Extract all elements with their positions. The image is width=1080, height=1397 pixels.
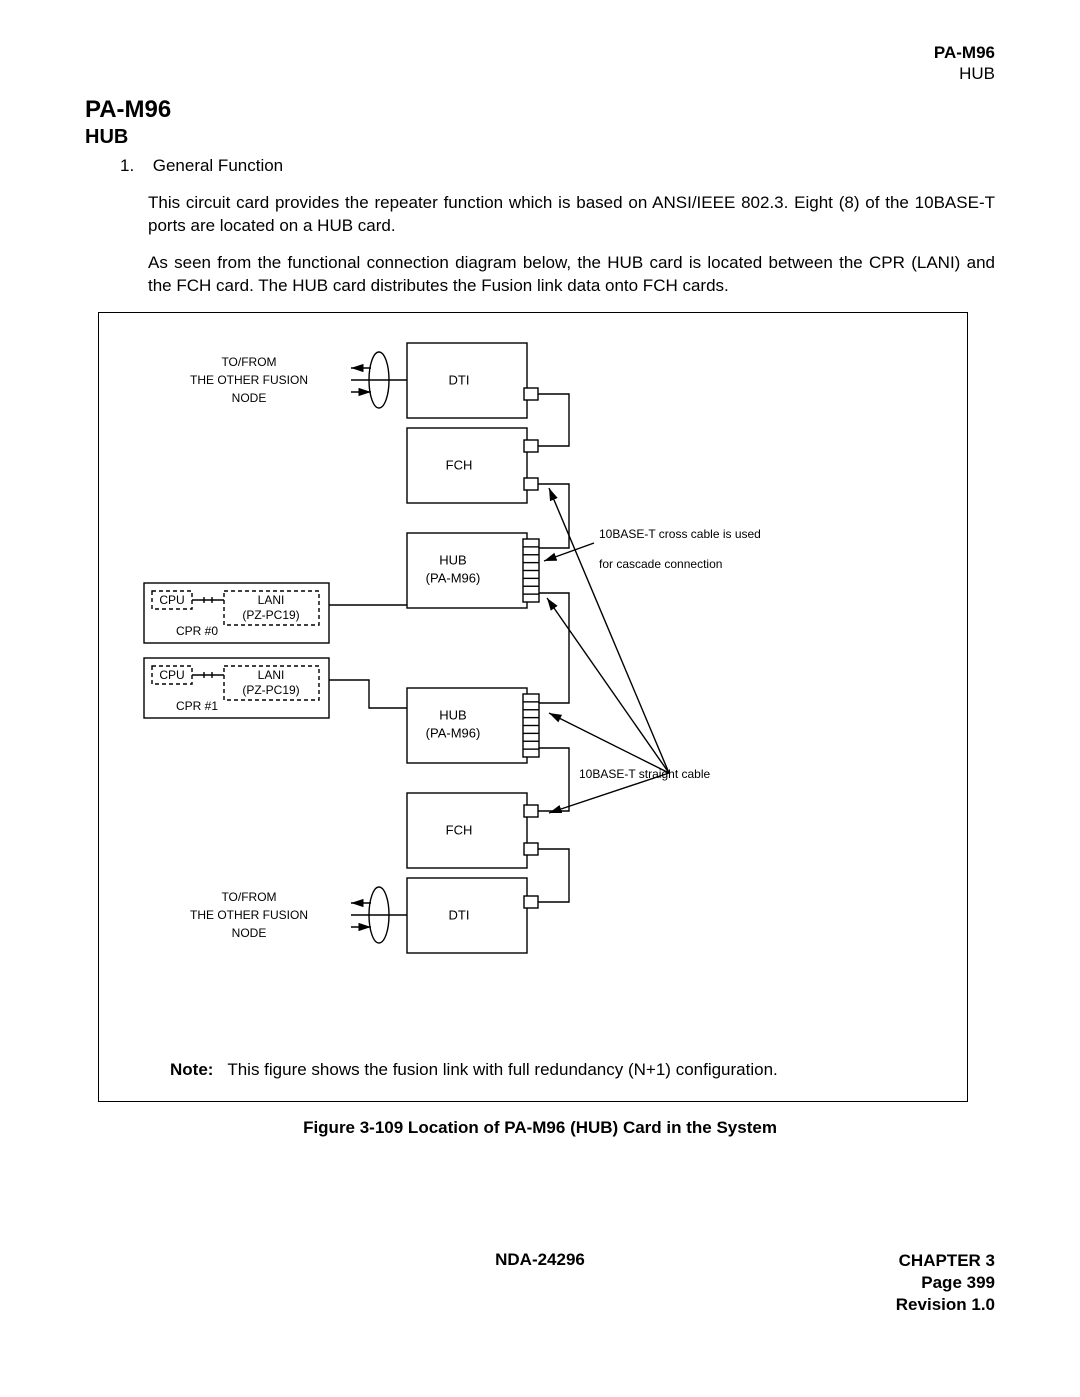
header-right: PA-M96 HUB — [934, 42, 995, 85]
header-model: PA-M96 — [934, 42, 995, 63]
body-text: 1. General Function This circuit card pr… — [120, 155, 995, 298]
figure-box: DTI FCH HUB (PA-M96) HUB (PA-M96) FCH DTI CPR #0… — [98, 312, 968, 1102]
svg-text:CPU: CPU — [159, 668, 184, 682]
title-block: PA-M96 HUB — [85, 96, 171, 149]
title-line2: HUB — [85, 126, 171, 149]
figure-caption: Figure 3-109 Location of PA-M96 (HUB) Ca… — [0, 1118, 1080, 1138]
svg-text:HUB: HUB — [439, 708, 466, 723]
svg-text:10BASE-T straight cable: 10BASE-T straight cable — [579, 767, 711, 781]
svg-text:(PA-M96): (PA-M96) — [426, 571, 481, 586]
figure-note: Note: This figure shows the fusion link … — [170, 1060, 778, 1080]
svg-text:CPU: CPU — [159, 593, 184, 607]
figure-note-text: This figure shows the fusion link with f… — [227, 1060, 777, 1079]
paragraph-1: This circuit card provides the repeater … — [120, 192, 995, 238]
svg-text:for cascade connection: for cascade connection — [599, 557, 722, 571]
svg-text:CPR #1: CPR #1 — [176, 699, 218, 713]
svg-text:NODE: NODE — [232, 391, 267, 405]
svg-text:DTI: DTI — [449, 908, 470, 923]
svg-text:LANI: LANI — [258, 593, 285, 607]
footer-chapter: CHAPTER 3 — [896, 1250, 995, 1272]
svg-text:LANI: LANI — [258, 668, 285, 682]
section-number: 1. — [120, 155, 148, 178]
svg-text:THE OTHER FUSION: THE OTHER FUSION — [190, 373, 308, 387]
svg-text:TO/FROM: TO/FROM — [221, 890, 276, 904]
svg-text:(PA-M96): (PA-M96) — [426, 726, 481, 741]
svg-text:(PZ-PC19): (PZ-PC19) — [242, 683, 299, 697]
section-heading-row: 1. General Function — [120, 155, 995, 178]
svg-text:10BASE-T cross cable is used: 10BASE-T cross cable is used — [599, 527, 761, 541]
svg-text:THE OTHER FUSION: THE OTHER FUSION — [190, 908, 308, 922]
svg-text:TO/FROM: TO/FROM — [221, 355, 276, 369]
svg-text:CPR #0: CPR #0 — [176, 624, 218, 638]
svg-text:(PZ-PC19): (PZ-PC19) — [242, 608, 299, 622]
header-sub: HUB — [934, 63, 995, 84]
paragraph-2: As seen from the functional connection d… — [120, 252, 995, 298]
svg-text:FCH: FCH — [446, 823, 473, 838]
page: PA-M96 HUB PA-M96 HUB 1. General Functio… — [0, 0, 1080, 1397]
diagram-svg: DTI FCH HUB (PA-M96) HUB (PA-M96) FCH DTI CPR #0… — [99, 313, 967, 1053]
footer-page: Page 399 — [896, 1272, 995, 1294]
svg-text:FCH: FCH — [446, 458, 473, 473]
title-line1: PA-M96 — [85, 96, 171, 124]
footer-right: CHAPTER 3 Page 399 Revision 1.0 — [896, 1250, 995, 1316]
figure-note-prefix: Note: — [170, 1060, 213, 1079]
svg-text:NODE: NODE — [232, 926, 267, 940]
footer-revision: Revision 1.0 — [896, 1294, 995, 1316]
svg-text:HUB: HUB — [439, 553, 466, 568]
section-heading: General Function — [153, 156, 283, 175]
svg-text:DTI: DTI — [449, 373, 470, 388]
